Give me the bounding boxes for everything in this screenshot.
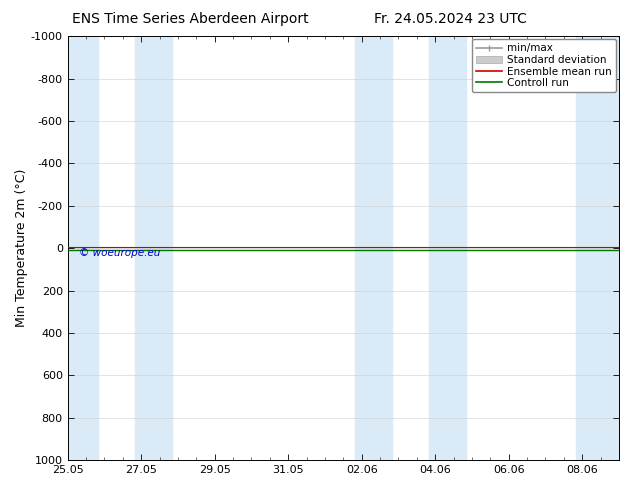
Y-axis label: Min Temperature 2m (°C): Min Temperature 2m (°C) bbox=[15, 169, 28, 327]
Bar bbox=[429, 36, 466, 460]
Text: © woeurope.eu: © woeurope.eu bbox=[79, 247, 160, 258]
Bar bbox=[356, 36, 392, 460]
Bar bbox=[68, 36, 98, 460]
Bar bbox=[576, 36, 619, 460]
Bar bbox=[135, 36, 172, 460]
Legend: min/max, Standard deviation, Ensemble mean run, Controll run: min/max, Standard deviation, Ensemble me… bbox=[472, 39, 616, 92]
Text: Fr. 24.05.2024 23 UTC: Fr. 24.05.2024 23 UTC bbox=[373, 12, 527, 26]
Text: ENS Time Series Aberdeen Airport: ENS Time Series Aberdeen Airport bbox=[72, 12, 309, 26]
